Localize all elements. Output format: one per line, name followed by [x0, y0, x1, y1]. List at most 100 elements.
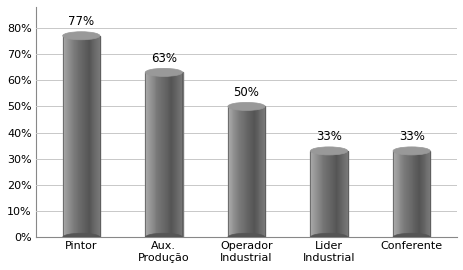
- Ellipse shape: [145, 68, 182, 76]
- Bar: [246, 106, 247, 237]
- Bar: [145, 72, 146, 237]
- Bar: [332, 151, 333, 237]
- Bar: [67, 36, 68, 237]
- Bar: [428, 151, 429, 237]
- Bar: [228, 106, 229, 237]
- Bar: [321, 151, 322, 237]
- Bar: [406, 151, 407, 237]
- Bar: [397, 151, 398, 237]
- Ellipse shape: [63, 32, 100, 40]
- Bar: [239, 106, 240, 237]
- Bar: [170, 72, 171, 237]
- Bar: [410, 151, 411, 237]
- Bar: [421, 151, 422, 237]
- Bar: [96, 36, 97, 237]
- Bar: [245, 106, 246, 237]
- Bar: [408, 151, 409, 237]
- Bar: [312, 151, 313, 237]
- Bar: [320, 151, 321, 237]
- Bar: [336, 151, 337, 237]
- Bar: [179, 72, 180, 237]
- Bar: [412, 151, 413, 237]
- Text: 50%: 50%: [233, 86, 259, 99]
- Bar: [93, 36, 94, 237]
- Bar: [94, 36, 95, 237]
- Bar: [154, 72, 155, 237]
- Bar: [413, 151, 414, 237]
- Bar: [400, 151, 401, 237]
- Bar: [416, 151, 417, 237]
- Bar: [403, 151, 404, 237]
- Ellipse shape: [392, 147, 429, 155]
- Ellipse shape: [227, 233, 264, 241]
- Bar: [259, 106, 260, 237]
- Bar: [252, 106, 253, 237]
- Bar: [79, 36, 80, 237]
- Bar: [148, 72, 149, 237]
- Bar: [69, 36, 70, 237]
- Bar: [260, 106, 261, 237]
- Bar: [234, 106, 235, 237]
- Text: 33%: 33%: [398, 130, 424, 143]
- Bar: [82, 36, 83, 237]
- Bar: [153, 72, 154, 237]
- Bar: [150, 72, 151, 237]
- Bar: [78, 36, 79, 237]
- Bar: [237, 106, 238, 237]
- Bar: [415, 151, 416, 237]
- Bar: [340, 151, 341, 237]
- Text: 33%: 33%: [315, 130, 341, 143]
- Bar: [330, 151, 331, 237]
- Ellipse shape: [145, 233, 182, 241]
- Bar: [169, 72, 170, 237]
- Bar: [396, 151, 397, 237]
- Bar: [242, 106, 243, 237]
- Bar: [401, 151, 402, 237]
- Bar: [76, 36, 77, 237]
- Bar: [157, 72, 158, 237]
- Bar: [151, 72, 152, 237]
- Bar: [393, 151, 394, 237]
- Bar: [404, 151, 405, 237]
- Bar: [165, 72, 166, 237]
- Bar: [253, 106, 254, 237]
- Bar: [319, 151, 320, 237]
- Bar: [345, 151, 346, 237]
- Bar: [240, 106, 241, 237]
- Bar: [314, 151, 315, 237]
- Bar: [155, 72, 156, 237]
- Bar: [310, 151, 311, 237]
- Bar: [248, 106, 249, 237]
- Bar: [407, 151, 408, 237]
- Bar: [147, 72, 148, 237]
- Bar: [425, 151, 426, 237]
- Ellipse shape: [63, 233, 100, 241]
- Bar: [326, 151, 327, 237]
- Bar: [420, 151, 421, 237]
- Bar: [346, 151, 347, 237]
- Bar: [318, 151, 319, 237]
- Bar: [322, 151, 323, 237]
- Bar: [323, 151, 324, 237]
- Bar: [334, 151, 335, 237]
- Bar: [418, 151, 419, 237]
- Bar: [310, 151, 347, 237]
- Bar: [229, 106, 230, 237]
- Bar: [426, 151, 427, 237]
- Bar: [66, 36, 67, 237]
- Bar: [338, 151, 339, 237]
- Bar: [91, 36, 92, 237]
- Bar: [427, 151, 428, 237]
- Bar: [329, 151, 330, 237]
- Bar: [313, 151, 314, 237]
- Bar: [331, 151, 332, 237]
- Bar: [181, 72, 182, 237]
- Bar: [414, 151, 415, 237]
- Bar: [395, 151, 396, 237]
- Bar: [99, 36, 100, 237]
- Bar: [71, 36, 72, 237]
- Bar: [164, 72, 165, 237]
- Bar: [315, 151, 316, 237]
- Bar: [149, 72, 150, 237]
- Bar: [63, 36, 100, 237]
